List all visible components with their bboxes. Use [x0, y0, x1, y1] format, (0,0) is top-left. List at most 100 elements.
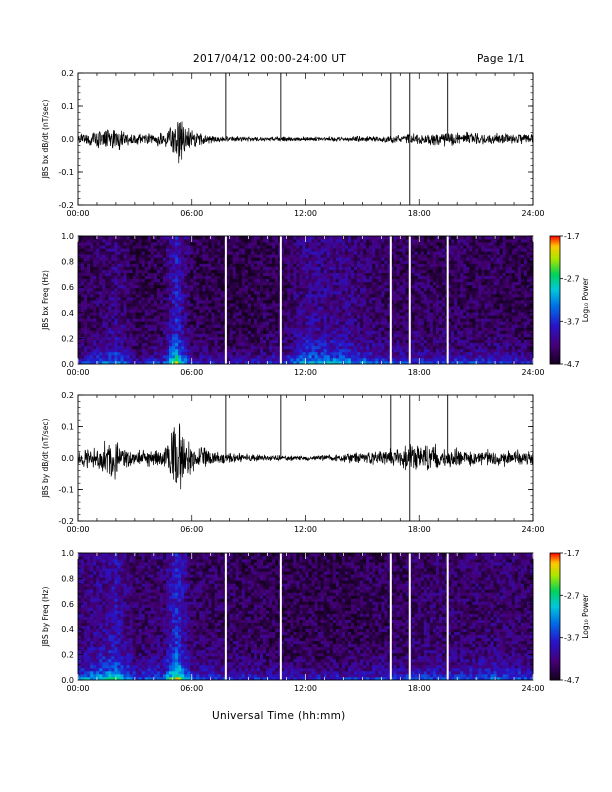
- spectrogram-cell: [84, 239, 88, 243]
- spectrogram-cell: [314, 324, 319, 328]
- spectrogram-cell: [90, 272, 94, 277]
- spectrogram-cell: [272, 251, 276, 255]
- spectrogram-cell: [287, 303, 291, 307]
- spectrogram-cell: [284, 315, 288, 319]
- spectrogram-cell: [202, 251, 206, 255]
- spectrogram-cell: [320, 269, 325, 273]
- spectrogram-cell: [253, 236, 258, 240]
- spectrogram-cell: [311, 351, 315, 356]
- spectrogram-cell: [105, 242, 109, 246]
- spectrogram-cell: [357, 269, 361, 273]
- spectrogram-cell: [126, 236, 130, 240]
- spectrogram-cell: [214, 260, 218, 264]
- spectrogram-cell: [305, 345, 309, 350]
- spectrogram-cell: [102, 333, 106, 337]
- spectrogram-cell: [372, 360, 376, 365]
- spectrogram-cell: [338, 330, 343, 334]
- spectrogram-cell: [178, 327, 182, 331]
- spectrogram-cell: [202, 296, 206, 301]
- spectrogram-cell: [138, 336, 143, 341]
- spectrogram-cell: [369, 263, 373, 267]
- spectrogram-cell: [87, 260, 91, 264]
- spectrogram-cell: [141, 324, 146, 328]
- spectrogram-cell: [120, 239, 124, 243]
- spectrogram-cell: [178, 312, 182, 316]
- spectrogram-cell: [165, 287, 170, 292]
- spectrogram-cell: [159, 236, 164, 240]
- spectrogram-cell: [354, 333, 358, 337]
- spectrogram-cell: [181, 360, 185, 365]
- spectrogram-cell: [102, 242, 106, 246]
- spectrogram-cell: [256, 312, 261, 316]
- spectrogram-cell: [129, 321, 133, 325]
- spectrogram-cell: [232, 290, 237, 295]
- spectrogram-cell: [202, 257, 206, 261]
- spectrogram-cell: [123, 269, 127, 273]
- spectrogram-cell: [214, 287, 218, 292]
- spectrogram-cell: [305, 278, 309, 283]
- spectrogram-cell: [135, 339, 140, 344]
- spectrogram-cell: [250, 327, 255, 331]
- spectrogram-cell: [226, 239, 231, 243]
- spectrogram-cell: [144, 260, 149, 264]
- spectrogram-cell: [311, 306, 315, 310]
- spectrogram-cell: [399, 281, 403, 286]
- spectrogram-cell: [117, 284, 121, 289]
- spectrogram-cell: [390, 348, 394, 353]
- spectrogram-cell: [266, 309, 270, 313]
- spectrogram-cell: [399, 345, 403, 350]
- spectrogram-cell: [241, 281, 246, 286]
- spectrogram-cell: [78, 257, 82, 261]
- spectrogram-cell: [241, 315, 246, 319]
- spectrogram-cell: [144, 321, 149, 325]
- spectrogram-cell: [317, 333, 322, 337]
- spectrogram-cell: [144, 330, 149, 334]
- spectrogram-cell: [247, 303, 252, 307]
- spectrogram-cell: [93, 284, 97, 289]
- spectrogram-cell: [384, 290, 388, 295]
- spectrogram-cell: [81, 327, 85, 331]
- spectrogram-cell: [78, 260, 82, 264]
- spectrogram-cell: [253, 312, 258, 316]
- spectrogram-cell: [84, 266, 88, 270]
- spectrogram-cell: [402, 236, 406, 240]
- spectrogram-cell: [147, 278, 152, 283]
- spectrogram-cell: [341, 254, 346, 258]
- spectrogram-cell: [159, 342, 164, 347]
- spectrogram-cell: [105, 351, 109, 356]
- spectrogram-cell: [229, 315, 234, 319]
- spectrogram-cell: [263, 257, 267, 261]
- spectrogram-cell: [135, 348, 140, 353]
- spectrogram-cell: [205, 357, 209, 362]
- spectrogram-cell: [144, 257, 149, 261]
- spectrogram-cell: [375, 251, 379, 255]
- spectrogram-cell: [308, 318, 312, 322]
- spectrogram-cell: [275, 251, 279, 255]
- spectrogram-cell: [202, 284, 206, 289]
- spectrogram-cell: [178, 248, 182, 252]
- spectrogram-cell: [402, 275, 406, 280]
- spectrogram-cell: [135, 336, 140, 341]
- spectrogram-cell: [147, 354, 152, 359]
- spectrogram-cell: [123, 287, 127, 292]
- spectrogram-cell: [159, 242, 164, 246]
- spectrogram-cell: [244, 348, 249, 353]
- spectrogram-cell: [423, 345, 428, 350]
- spectrogram-cells: [78, 236, 534, 365]
- spectrogram-cell: [275, 287, 279, 292]
- spectrogram-cell: [153, 290, 158, 295]
- spectrogram-cell: [111, 281, 115, 286]
- spectrogram-cell: [384, 257, 388, 261]
- spectrogram-cell: [84, 342, 88, 347]
- spectrogram-cell: [393, 281, 397, 286]
- spectrogram-cell: [399, 348, 403, 353]
- spectrogram-cell: [250, 354, 255, 359]
- spectrogram-cell: [126, 251, 130, 255]
- spectrogram-cell: [423, 287, 428, 292]
- spectrogram-cell: [417, 260, 422, 264]
- spectrogram-cell: [241, 242, 246, 246]
- spectrogram-cell: [317, 300, 322, 304]
- spectrogram-cell: [193, 300, 197, 304]
- spectrogram-cell: [150, 309, 155, 313]
- spectrogram-cell: [172, 290, 176, 295]
